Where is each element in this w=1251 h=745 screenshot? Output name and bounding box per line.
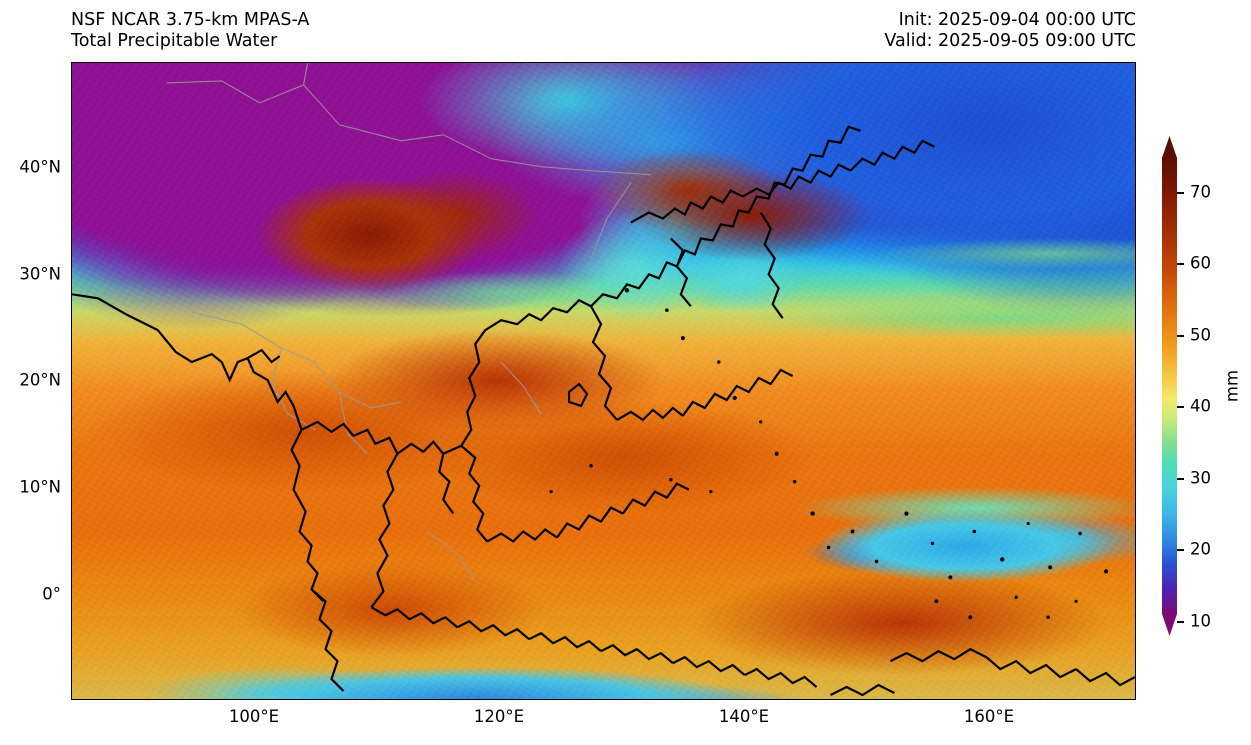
colorbar-tick-mark [1177,192,1184,194]
colorbar-tick-label: 20 [1190,539,1211,559]
coastlines [72,125,1135,697]
colorbar-tick-mark [1177,406,1184,408]
x-tick-label: 120°E [473,707,525,726]
model-title-line1: NSF NCAR 3.75-km MPAS-A [71,10,310,30]
y-tick-label: 0° [42,584,61,604]
colorbar-tick-mark [1177,621,1184,623]
model-title-line2: Total Precipitable Water [71,31,278,51]
x-tick-label: 160°E [963,707,1015,726]
colorbar-tick-label: 10 [1190,611,1211,631]
colorbar-tick-label: 60 [1190,253,1211,273]
y-tick-label: 10°N [19,477,61,497]
colorbar-tick-mark [1177,263,1184,265]
x-tick-label: 100°E [228,707,280,726]
colorbar-tick-mark [1177,335,1184,337]
colorbar: 70 60 50 40 30 20 10 [1162,136,1211,636]
colorbar-tick-label: 50 [1190,325,1211,345]
x-tick-label: 140°E [718,707,770,726]
colorbar-tick-label: 30 [1190,468,1211,488]
valid-time-label: Valid: 2025-09-05 09:00 UTC [884,31,1136,51]
colorbar-extend-min-arrow [1162,614,1177,636]
colorbar-tick-label: 70 [1190,182,1211,202]
forecast-time-block: Init: 2025-09-04 00:00 UTC Valid: 2025-0… [884,10,1136,52]
colorbar-extend-max-arrow [1162,136,1177,158]
geography-overlay [72,63,1135,697]
field-gradient-ribbons-layer [72,63,1135,699]
map-axes [71,62,1136,700]
y-tick-label: 40°N [19,157,61,177]
model-title: NSF NCAR 3.75-km MPAS-A Total Precipitab… [71,10,309,52]
precipitable-water-field [72,63,1135,699]
y-tick-label: 30°N [19,264,61,284]
field-texture-layer [72,63,1135,699]
colorbar-unit-label: mm [1222,369,1242,403]
island-dots [549,288,1109,620]
colorbar-tick-label: 40 [1190,396,1211,416]
country-borders [166,63,651,582]
colorbar-tick-mark [1177,478,1184,480]
init-time-label: Init: 2025-09-04 00:00 UTC [898,10,1136,30]
colorbar-gradient [1162,157,1177,614]
y-tick-label: 20°N [19,370,61,390]
colorbar-tick-mark [1177,549,1184,551]
